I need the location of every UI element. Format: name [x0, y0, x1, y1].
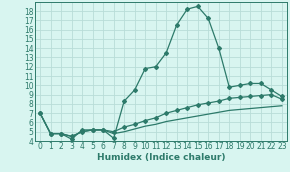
X-axis label: Humidex (Indice chaleur): Humidex (Indice chaleur) [97, 153, 225, 162]
